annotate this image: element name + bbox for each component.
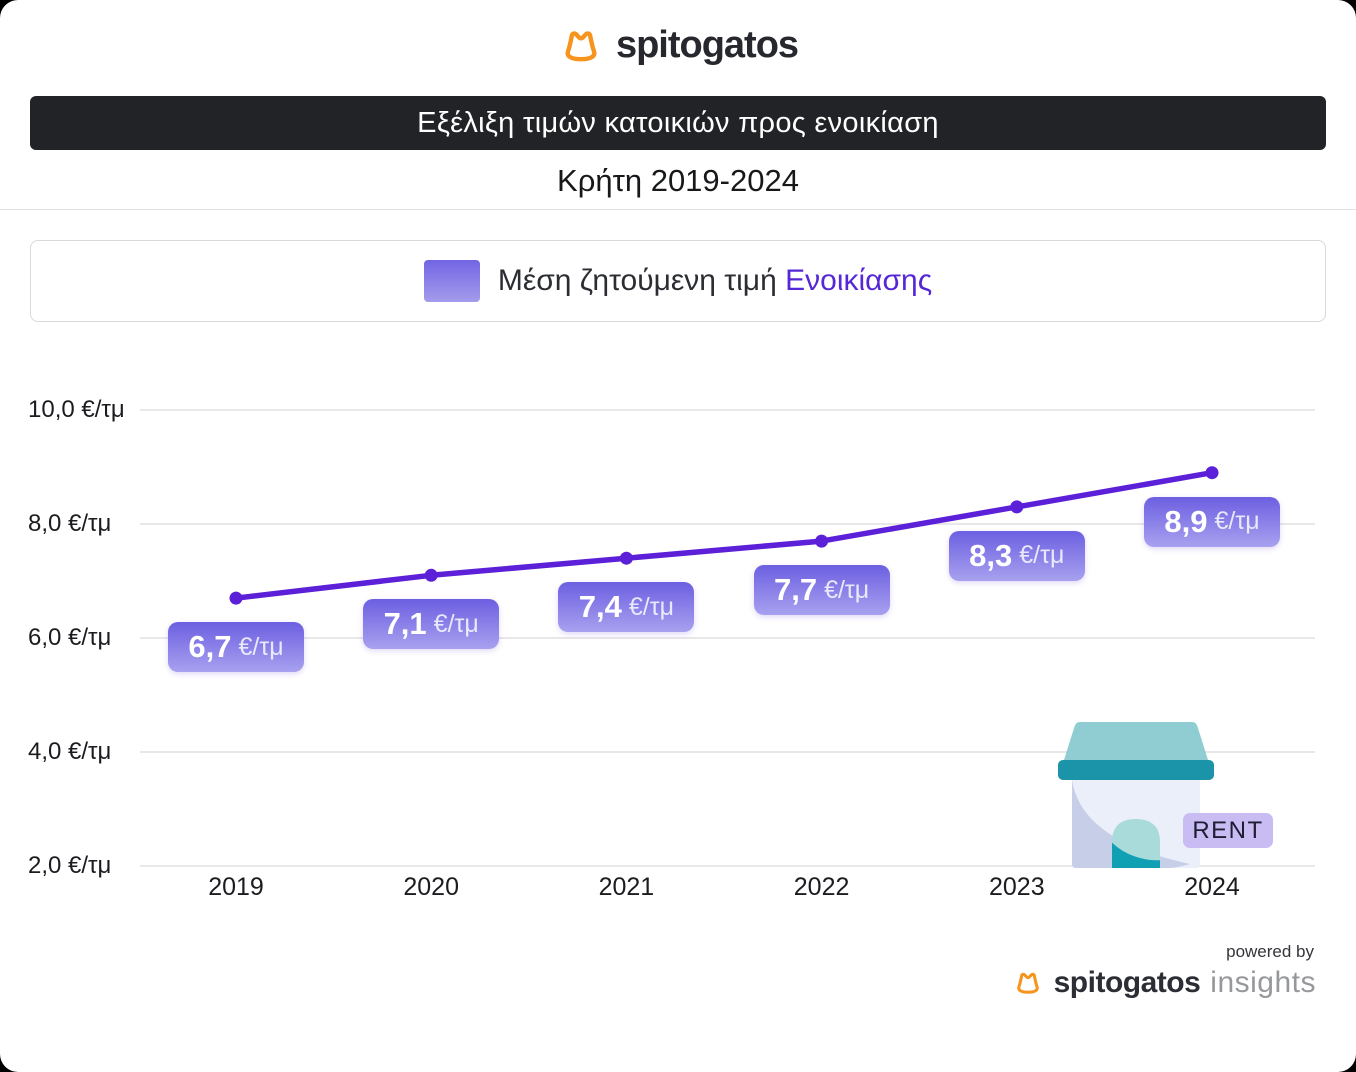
house-icon xyxy=(1058,722,1214,868)
value-badge-unit: €/τμ xyxy=(1019,541,1065,570)
data-point-2022 xyxy=(815,534,829,548)
value-badge-2019: 6,7 €/τμ xyxy=(168,622,304,673)
value-badge-2023: 8,3 €/τμ xyxy=(948,530,1085,581)
header-divider xyxy=(0,209,1356,210)
footer-suffix-text: insights xyxy=(1210,966,1316,999)
footer-brand-text: spitogatos xyxy=(1053,966,1201,999)
cat-icon xyxy=(565,30,597,61)
value-badge-2024: 8,9 €/τμ xyxy=(1144,496,1280,547)
x-axis-tick-label: 2020 xyxy=(403,873,459,901)
data-point-2021 xyxy=(619,551,633,565)
line-chart: RENT 10,0 €/τμ 8,0 €/τμ 6,0 €/τμ 4,0 €/τμ 2,… xyxy=(0,370,1356,920)
x-axis-tick-label: 2022 xyxy=(793,873,850,901)
powered-by-text: powered by xyxy=(1226,942,1314,961)
page-title: Εξέλιξη τιμών κατοικιών προς ενοικίαση xyxy=(417,106,939,139)
x-axis-tick-label: 2021 xyxy=(598,873,655,901)
y-axis-tick-label: 8,0 €/τμ xyxy=(28,510,112,537)
brand-logo-text: spitogatos xyxy=(615,24,799,66)
y-axis-tick-label: 6,0 €/τμ xyxy=(28,624,112,651)
value-badge-number: 8,3 xyxy=(969,537,1013,573)
data-point-2019 xyxy=(229,591,243,605)
legend: Μέση ζητούμενη τιμή Ενοικίασης xyxy=(30,240,1326,322)
x-axis-tick-label: 2019 xyxy=(208,873,264,901)
data-point-2020 xyxy=(424,568,438,582)
footer-logo: spitogatos insights xyxy=(1012,966,1316,1000)
legend-label-prefix: Μέση ζητούμενη τιμή xyxy=(497,264,786,297)
value-badge-unit: €/τμ xyxy=(824,575,870,604)
value-badge-number: 7,1 xyxy=(383,606,427,642)
data-point-2024 xyxy=(1205,466,1219,480)
value-badge-unit: €/τμ xyxy=(628,592,675,621)
page-subtitle: Κρήτη 2019-2024 xyxy=(557,163,799,198)
value-badge-unit: €/τμ xyxy=(1214,507,1260,536)
data-point-2023 xyxy=(1010,500,1024,514)
value-badge-number: 6,7 xyxy=(188,629,232,665)
y-axis-tick-label: 2,0 €/τμ xyxy=(28,852,112,879)
value-badge-number: 7,4 xyxy=(578,589,622,625)
value-badge-2021: 7,4 €/τμ xyxy=(558,582,695,633)
value-badge-unit: €/τμ xyxy=(433,609,479,638)
legend-swatch xyxy=(423,260,480,302)
value-badge-2022: 7,7 €/τμ xyxy=(753,565,890,616)
x-axis-tick-label: 2023 xyxy=(988,873,1045,901)
title-banner: Εξέλιξη τιμών κατοικιών προς ενοικίαση xyxy=(30,96,1326,150)
value-badge-unit: €/τμ xyxy=(238,632,284,661)
plot-canvas xyxy=(140,409,1315,867)
y-axis-tick-label: 10,0 €/τμ xyxy=(28,396,125,423)
price-line xyxy=(233,469,1215,601)
y-axis-tick-label: 4,0 €/τμ xyxy=(28,738,112,765)
rent-badge: RENT xyxy=(1183,813,1273,848)
value-badge-2020: 7,1 €/τμ xyxy=(363,599,500,650)
x-axis-tick-label: 2024 xyxy=(1184,873,1240,901)
legend-label: Μέση ζητούμενη τιμή Ενοικίασης xyxy=(498,264,932,298)
legend-label-highlight: Ενοικίασης xyxy=(785,264,933,297)
cat-icon-small xyxy=(1016,972,1039,994)
value-badge-number: 8,9 xyxy=(1164,503,1208,539)
header-logo: spitogatos xyxy=(0,24,1356,67)
value-badge-number: 7,7 xyxy=(773,572,818,608)
